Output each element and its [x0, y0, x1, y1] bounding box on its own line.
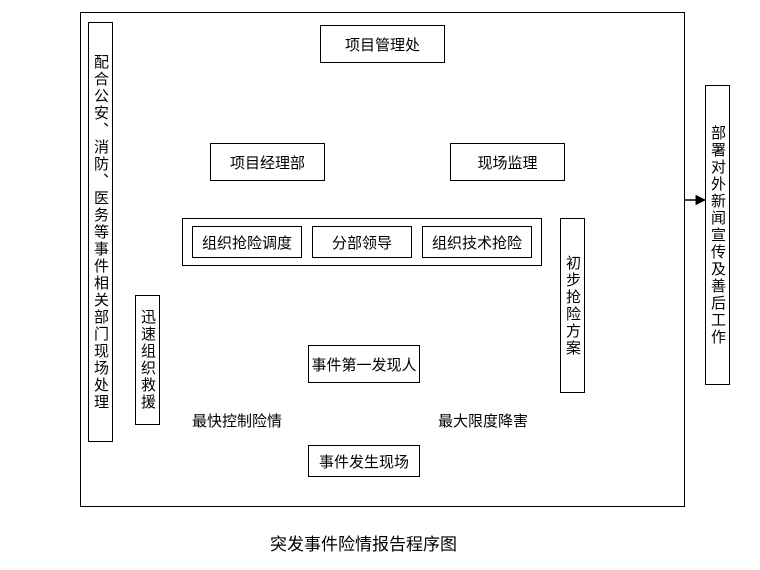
node-label: 现场监理 [477, 152, 537, 173]
node-label: 组织技术抢险 [432, 232, 522, 253]
node-dispatch: 组织抢险调度 [192, 226, 302, 258]
diagram-canvas: 项目管理处 项目经理部 现场监理 组织抢险调度 分部领导 组织技术抢险 事件第一… [0, 0, 760, 570]
node-scene: 事件发生现场 [308, 445, 420, 477]
node-pm-dept: 项目经理部 [210, 143, 325, 181]
label-control: 最快控制险情 [192, 410, 282, 431]
vbox-rescue: 迅速组织救援 [135, 295, 160, 425]
node-leader: 分部领导 [312, 226, 412, 258]
node-label: 配合公安、消防、医务等事件相关部门现场处理 [90, 54, 111, 411]
node-label: 分部领导 [332, 232, 392, 253]
vbox-left-outer: 配合公安、消防、医务等事件相关部门现场处理 [88, 22, 113, 442]
vbox-plan: 初步抢险方案 [560, 218, 585, 393]
node-project-mgmt: 项目管理处 [320, 25, 445, 63]
node-supervision: 现场监理 [450, 143, 565, 181]
node-label: 部署对外新闻宣传及善后工作 [707, 125, 728, 346]
node-label: 组织抢险调度 [202, 232, 292, 253]
title-text: 突发事件险情报告程序图 [270, 535, 457, 554]
label-text: 最大限度降害 [438, 414, 528, 430]
label-reduce: 最大限度降害 [438, 410, 528, 431]
node-label: 项目管理处 [345, 34, 420, 55]
node-label: 事件第一发现人 [311, 354, 416, 375]
node-label: 迅速组织救援 [137, 309, 158, 411]
node-label: 初步抢险方案 [562, 255, 583, 357]
diagram-title: 突发事件险情报告程序图 [270, 530, 457, 555]
node-tech: 组织技术抢险 [422, 226, 532, 258]
node-label: 项目经理部 [230, 152, 305, 173]
label-text: 最快控制险情 [192, 414, 282, 430]
node-label: 事件发生现场 [319, 451, 409, 472]
node-first-finder: 事件第一发现人 [308, 345, 420, 383]
vbox-right-outer: 部署对外新闻宣传及善后工作 [705, 85, 730, 385]
